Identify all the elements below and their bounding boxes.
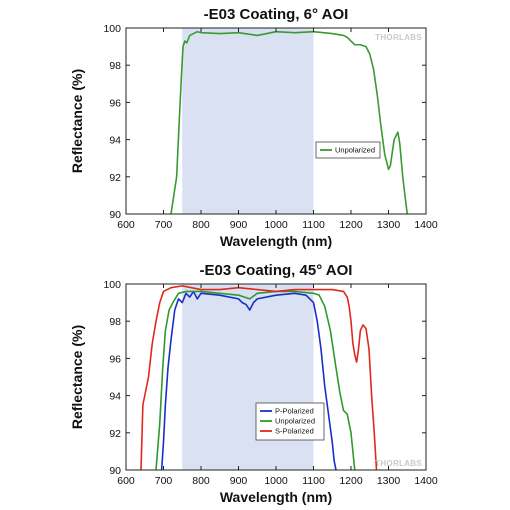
x-axis-label: Wavelength (nm) [220, 489, 332, 505]
y-tick-label: 90 [109, 209, 121, 221]
x-tick-label: 1100 [302, 219, 325, 231]
series-line-s-polarized [140, 285, 378, 470]
y-tick-label: 96 [109, 97, 121, 109]
chart-title: -E03 Coating, 45° AOI [200, 262, 353, 279]
thorlabs-logo-text: THORLABS [375, 33, 422, 42]
x-tick-label: 1000 [264, 475, 288, 487]
y-tick-label: 100 [103, 23, 121, 35]
shaded-band [182, 284, 314, 470]
x-tick-label: 600 [117, 475, 135, 487]
x-tick-label: 1400 [414, 475, 438, 487]
series-line-p-polarized [160, 290, 337, 470]
y-tick-label: 90 [109, 465, 121, 477]
x-tick-label: 1200 [339, 475, 363, 487]
y-axis-label: Reflectance (%) [69, 325, 85, 429]
x-tick-label: 1300 [377, 219, 401, 231]
x-tick-label: 800 [192, 475, 210, 487]
x-tick-label: 900 [230, 219, 248, 231]
thorlabs-logo-text: THORLABS [375, 459, 422, 468]
y-tick-label: 98 [109, 60, 121, 72]
x-tick-label: 700 [155, 219, 173, 231]
legend: Unpolarized [315, 141, 381, 159]
y-tick-label: 94 [109, 391, 121, 403]
legend-entry: Unpolarized [335, 146, 375, 155]
x-tick-label: 1400 [414, 219, 438, 231]
x-tick-label: 700 [155, 475, 173, 487]
legend-entry: P-Polarized [275, 407, 314, 416]
y-tick-label: 92 [109, 172, 121, 184]
x-tick-label: 600 [117, 219, 135, 231]
legend-entry: Unpolarized [275, 417, 315, 426]
y-axis-label: Reflectance (%) [69, 69, 85, 173]
series-line-unpolarized [155, 290, 356, 470]
y-tick-label: 94 [109, 135, 121, 147]
y-tick-label: 96 [109, 353, 121, 365]
chart-panel-2: -E03 Coating, 45° AOI 600 700 800 900 1000 110… [69, 262, 438, 505]
x-tick-label: 900 [230, 475, 248, 487]
chart-panel-1: -E03 Coating, 6° AOI 600 700 800 900 1000 1100… [69, 6, 438, 249]
x-tick-label: 1100 [302, 475, 325, 487]
legend-box [315, 141, 381, 159]
y-tick-label: 98 [109, 316, 121, 328]
x-tick-label: 800 [192, 219, 210, 231]
series-line-unpolarized [170, 30, 409, 214]
x-tick-label: 1300 [377, 475, 401, 487]
chart-title: -E03 Coating, 6° AOI [204, 6, 349, 23]
legend-entry: S-Polarized [275, 427, 314, 436]
x-tick-label: 1200 [339, 219, 363, 231]
shaded-band [182, 28, 314, 214]
y-tick-label: 92 [109, 428, 121, 440]
y-tick-label: 100 [103, 279, 121, 291]
x-tick-label: 1000 [264, 219, 288, 231]
x-axis-label: Wavelength (nm) [220, 233, 332, 249]
